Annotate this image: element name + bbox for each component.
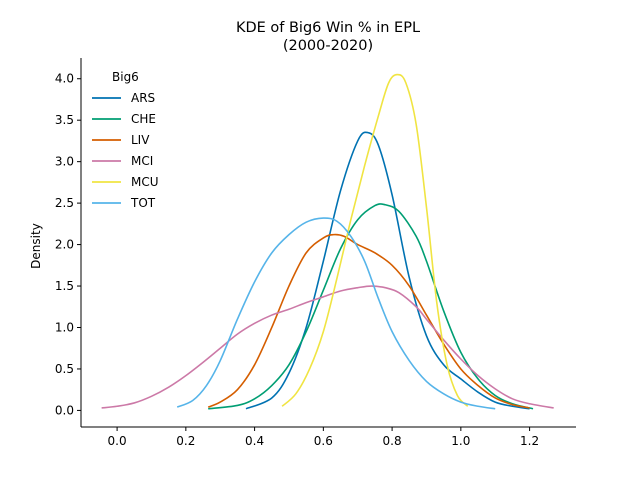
series-line-liv: [207, 233, 530, 409]
legend-label-liv: LIV: [131, 133, 150, 147]
series-line-mci: [101, 285, 554, 409]
y-tick-label: 1.0: [55, 320, 74, 334]
series-line-tot: [176, 217, 496, 410]
x-tick-label: 1.2: [520, 434, 539, 448]
y-tick-label: 2.5: [55, 196, 74, 210]
y-tick-label: 0.0: [55, 403, 74, 417]
series-line-ars: [245, 131, 530, 410]
legend-label-tot: TOT: [130, 196, 156, 210]
legend-title: Big6: [112, 70, 139, 84]
x-tick-label: 0.0: [108, 434, 127, 448]
legend-label-che: CHE: [131, 112, 156, 126]
legend-label-mcu: MCU: [131, 175, 159, 189]
y-tick-label: 0.5: [55, 362, 74, 376]
y-tick-label: 2.0: [55, 238, 74, 252]
chart-subtitle: (2000-2020): [283, 38, 373, 54]
x-tick-label: 0.4: [245, 434, 264, 448]
legend-label-mci: MCI: [131, 154, 153, 168]
y-tick-label: 3.0: [55, 155, 74, 169]
x-tick-label: 1.0: [451, 434, 470, 448]
x-tick-label: 0.8: [383, 434, 402, 448]
x-tick-label: 0.6: [314, 434, 333, 448]
axes: 0.0 0.2 0.4 0.6 0.8 1.0 1.2 0.0 0.5 1.0 1.5 2.0 2.5 3…: [55, 58, 576, 448]
plot-lines: [101, 73, 554, 410]
series-line-che: [208, 203, 534, 410]
y-axis-label: Density: [29, 223, 43, 269]
series-line-mcu: [281, 73, 469, 407]
chart-title: KDE of Big6 Win % in EPL: [236, 20, 420, 36]
y-tick-label: 1.5: [55, 279, 74, 293]
y-tick-label: 4.0: [55, 72, 74, 86]
legend: Big6 ARS CHE LIV MCI MCU TOT: [92, 70, 159, 210]
y-tick-label: 3.5: [55, 113, 74, 127]
x-tick-label: 0.2: [176, 434, 195, 448]
legend-label-ars: ARS: [131, 91, 155, 105]
